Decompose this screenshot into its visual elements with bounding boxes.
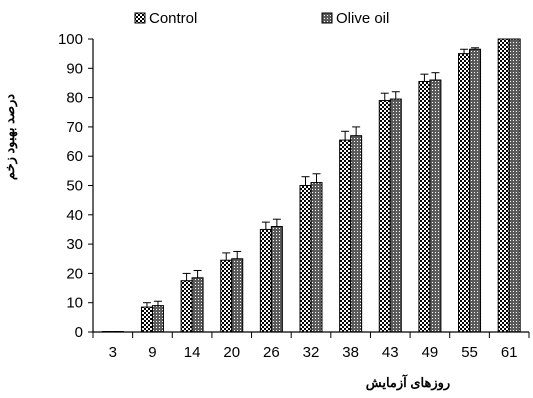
bar-olive-oil-day-43	[389, 98, 402, 333]
bar-olive-oil-day-20	[231, 258, 244, 333]
bar-control-day-26	[259, 228, 272, 333]
y-tick-label: 10	[66, 295, 83, 312]
x-tick-label: 20	[223, 344, 240, 361]
x-tick-label: 14	[184, 344, 201, 361]
y-tick-label: 50	[66, 178, 83, 195]
bars	[101, 38, 521, 333]
error-bars	[142, 47, 480, 308]
y-tick-label: 100	[58, 31, 83, 48]
y-tick-label: 80	[66, 90, 83, 107]
bar-olive-oil-day-9	[151, 305, 164, 333]
y-tick-label: 30	[66, 236, 83, 253]
legend-swatch-olive-oil	[321, 12, 333, 24]
bar-control-day-61	[497, 38, 510, 333]
bar-control-day-38	[339, 139, 352, 333]
bar-control-day-43	[378, 100, 391, 333]
y-axis-title: درصد بهبود زخم	[2, 94, 18, 180]
bar-olive-oil-day-32	[310, 182, 323, 333]
legend-label-control: Control	[149, 10, 197, 27]
bar-olive-oil-day-26	[270, 226, 283, 333]
x-tick-label: 61	[501, 344, 518, 361]
x-tick-label: 49	[422, 344, 439, 361]
x-tick-label: 32	[303, 344, 320, 361]
y-tick-label: 40	[66, 207, 83, 224]
x-tick-label: 38	[342, 344, 359, 361]
bar-control-day-9	[140, 306, 153, 333]
bar-olive-oil-day-55	[469, 48, 482, 333]
bar-control-day-32	[299, 185, 312, 333]
y-tick-label: 90	[66, 60, 83, 77]
y-tick-label: 60	[66, 148, 83, 165]
y-tick-label: 20	[66, 265, 83, 282]
bar-control-day-55	[458, 53, 471, 333]
bar-control-day-49	[418, 80, 431, 333]
bar-olive-oil-day-14	[191, 277, 204, 333]
legend-label-olive-oil: Olive oil	[336, 10, 389, 27]
legend: Control Olive oil	[134, 10, 389, 27]
y-tick-label: 0	[75, 324, 83, 341]
x-tick-label: 55	[461, 344, 478, 361]
y-axis: 0 10 20 30 40 50 60 70 80 90 100	[58, 31, 93, 341]
x-tick-label: 26	[263, 344, 280, 361]
x-tick-label: 3	[109, 344, 117, 361]
x-tick-label: 9	[148, 344, 156, 361]
bar-olive-oil-day-38	[350, 135, 363, 333]
legend-swatch-control	[134, 12, 146, 24]
bar-control-day-20	[220, 259, 233, 333]
bar-olive-oil-day-49	[429, 79, 442, 333]
x-axis: 3 9 14 20 26 32 38 43 49 55 61	[92, 332, 530, 361]
axes	[92, 39, 529, 333]
y-tick-label: 70	[66, 119, 83, 136]
x-tick-label: 43	[382, 344, 399, 361]
bar-olive-oil-day-61	[508, 38, 521, 333]
x-axis-title: روزهای آزمایش	[366, 374, 450, 391]
bar-control-day-14	[180, 280, 193, 333]
